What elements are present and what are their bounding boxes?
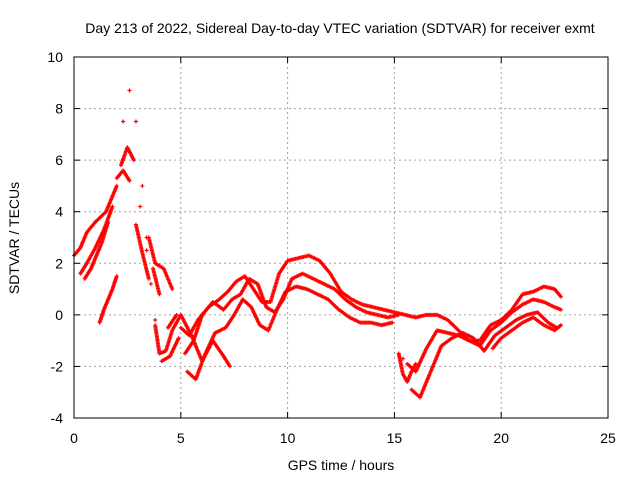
- data-point: [559, 294, 564, 299]
- data-point: [396, 312, 401, 317]
- data-point: [413, 361, 418, 366]
- y-tick-label: 8: [55, 101, 63, 117]
- data-point: [144, 235, 149, 240]
- chart-title: Day 213 of 2022, Sidereal Day-to-day VTE…: [85, 20, 594, 36]
- y-axis-label: SDTVAR / TECUs: [6, 182, 22, 294]
- data-point: [170, 287, 175, 292]
- data-point: [146, 276, 151, 281]
- x-tick-label: 5: [177, 430, 185, 446]
- axis-ticks: [73, 56, 609, 419]
- data-point: [153, 318, 158, 323]
- x-tick-label: 0: [70, 430, 78, 446]
- data-point: [390, 320, 395, 325]
- data-point: [148, 281, 153, 286]
- data-point: [133, 119, 138, 124]
- data-point: [127, 178, 132, 183]
- y-tick-label: -2: [51, 358, 64, 374]
- x-tick-label: 15: [387, 430, 403, 446]
- data-point: [559, 323, 564, 328]
- data-point: [127, 88, 132, 93]
- data-point: [144, 248, 149, 253]
- y-tick-label: 0: [55, 307, 63, 323]
- data-point: [140, 183, 145, 188]
- y-tick-label: 6: [55, 152, 63, 168]
- gridlines: [74, 57, 608, 418]
- x-axis-label: GPS time / hours: [288, 457, 395, 473]
- x-tick-label: 20: [493, 430, 509, 446]
- x-tick-label: 10: [280, 430, 296, 446]
- y-tick-label: -4: [51, 410, 64, 426]
- data-point: [106, 220, 111, 225]
- y-tick-labels: -4 -2 0 2 4 6 8 10: [47, 49, 63, 426]
- x-tick-label: 25: [600, 430, 616, 446]
- data-point: [174, 312, 179, 317]
- y-tick-label: 10: [47, 49, 63, 65]
- data-points: [72, 88, 564, 400]
- data-point: [121, 119, 126, 124]
- y-tick-label: 2: [55, 255, 63, 271]
- data-point: [110, 204, 115, 209]
- series-track-c: [82, 168, 559, 400]
- data-point: [157, 292, 162, 297]
- series-track-d: [97, 248, 564, 384]
- data-point: [227, 364, 232, 369]
- data-point: [114, 183, 119, 188]
- data-point: [131, 158, 136, 163]
- data-point: [559, 307, 564, 312]
- x-tick-labels: 0 5 10 15 20 25: [70, 430, 616, 446]
- y-tick-label: 4: [55, 204, 63, 220]
- data-point: [176, 336, 181, 341]
- plot-frame: [73, 56, 609, 419]
- data-point: [138, 204, 143, 209]
- data-point: [114, 274, 119, 279]
